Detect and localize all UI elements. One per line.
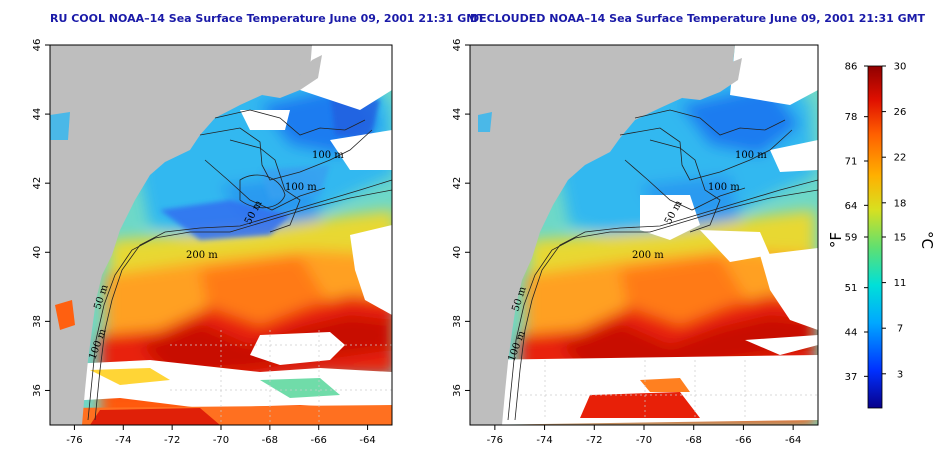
lon-tick-label: -70 bbox=[636, 435, 652, 446]
map-title-left: RU COOL NOAA–14 Sea Surface Temperature … bbox=[50, 12, 485, 25]
map-title-right: DECLOUDED NOAA–14 Sea Surface Temperatur… bbox=[470, 12, 926, 25]
fahrenheit-tick-label: 78 bbox=[845, 112, 858, 123]
celsius-tick-label: 22 bbox=[894, 153, 907, 164]
lat-tick-label: 42 bbox=[32, 177, 43, 190]
lon-tick-label: -68 bbox=[686, 435, 702, 446]
latitude-axis-right: 46 44 42 40 38 36 bbox=[452, 39, 470, 397]
fahrenheit-tick-label: 59 bbox=[845, 233, 858, 244]
sst-map-right: 100 m 100 m 200 m 50 m 100 m 50 m -76 -74… bbox=[452, 39, 819, 446]
fahrenheit-tick-label: 86 bbox=[845, 62, 858, 73]
celsius-tick-label: 11 bbox=[894, 278, 907, 289]
colorbar-scale bbox=[867, 65, 883, 409]
lon-tick-label: -76 bbox=[66, 435, 82, 446]
colorbar-fahrenheit-label: °F bbox=[827, 232, 845, 248]
lat-tick-label: 40 bbox=[452, 246, 463, 259]
lat-tick-label: 42 bbox=[452, 177, 463, 190]
celsius-tick-label: 30 bbox=[894, 62, 907, 73]
lat-tick-label: 36 bbox=[452, 384, 463, 397]
lon-tick-label: -72 bbox=[164, 435, 180, 446]
celsius-tick-label: 3 bbox=[897, 369, 903, 380]
lon-tick-label: -72 bbox=[586, 435, 602, 446]
lon-tick-label: -66 bbox=[311, 435, 327, 446]
lon-tick-label: -64 bbox=[785, 435, 801, 446]
lon-tick-label: -76 bbox=[487, 435, 503, 446]
lat-tick-label: 46 bbox=[32, 39, 43, 52]
colorbar-celsius-label: °C bbox=[918, 231, 936, 249]
fahrenheit-tick-label: 51 bbox=[845, 283, 858, 294]
fahrenheit-tick-label: 37 bbox=[845, 372, 858, 383]
lat-tick-label: 40 bbox=[32, 246, 43, 259]
fahrenheit-tick-label: 71 bbox=[845, 157, 858, 168]
lon-tick-label: -74 bbox=[115, 435, 131, 446]
fahrenheit-tick-label: 44 bbox=[845, 328, 858, 339]
contour-label-right-100m-b: 100 m bbox=[708, 182, 740, 193]
latitude-axis-left: 46 44 42 40 38 36 bbox=[32, 39, 50, 397]
contour-label-right-100m-a: 100 m bbox=[735, 150, 767, 161]
lat-tick-label: 44 bbox=[452, 108, 463, 121]
colorbar-fahrenheit-ticks: 86 78 71 64 59 51 44 37 bbox=[845, 62, 868, 383]
lat-tick-label: 38 bbox=[452, 315, 463, 328]
lon-tick-label: -66 bbox=[735, 435, 751, 446]
lat-tick-label: 44 bbox=[32, 108, 43, 121]
lat-tick-label: 46 bbox=[452, 39, 463, 52]
lon-tick-label: -70 bbox=[213, 435, 229, 446]
celsius-tick-label: 18 bbox=[894, 198, 907, 209]
colorbar-celsius-ticks: 30 26 22 18 15 11 7 3 bbox=[882, 62, 907, 380]
longitude-axis-right: -76 -74 -72 -70 -68 -66 -64 bbox=[487, 425, 801, 446]
contour-label-200m: 200 m bbox=[186, 250, 218, 261]
celsius-tick-label: 7 bbox=[897, 324, 903, 335]
lon-tick-label: -68 bbox=[262, 435, 278, 446]
sst-map-left: 100 m 100 m 200 m 50 m 100 m 50 m -76 -74… bbox=[32, 39, 393, 446]
celsius-tick-label: 15 bbox=[894, 233, 907, 244]
lat-tick-label: 36 bbox=[32, 384, 43, 397]
contour-label-right-200m: 200 m bbox=[632, 250, 664, 261]
colorbar: 86 78 71 64 59 51 44 37 30 26 22 18 15 11 7 3 °F °C bbox=[827, 62, 936, 409]
lon-tick-label: -64 bbox=[359, 435, 375, 446]
lon-tick-label: -74 bbox=[536, 435, 552, 446]
fahrenheit-tick-label: 64 bbox=[845, 201, 858, 212]
contour-label-100m-b: 100 m bbox=[285, 182, 317, 193]
longitude-axis-left: -76 -74 -72 -70 -68 -66 -64 bbox=[66, 425, 376, 446]
celsius-tick-label: 26 bbox=[894, 107, 907, 118]
contour-label-100m-a: 100 m bbox=[312, 150, 344, 161]
lat-tick-label: 38 bbox=[32, 315, 43, 328]
